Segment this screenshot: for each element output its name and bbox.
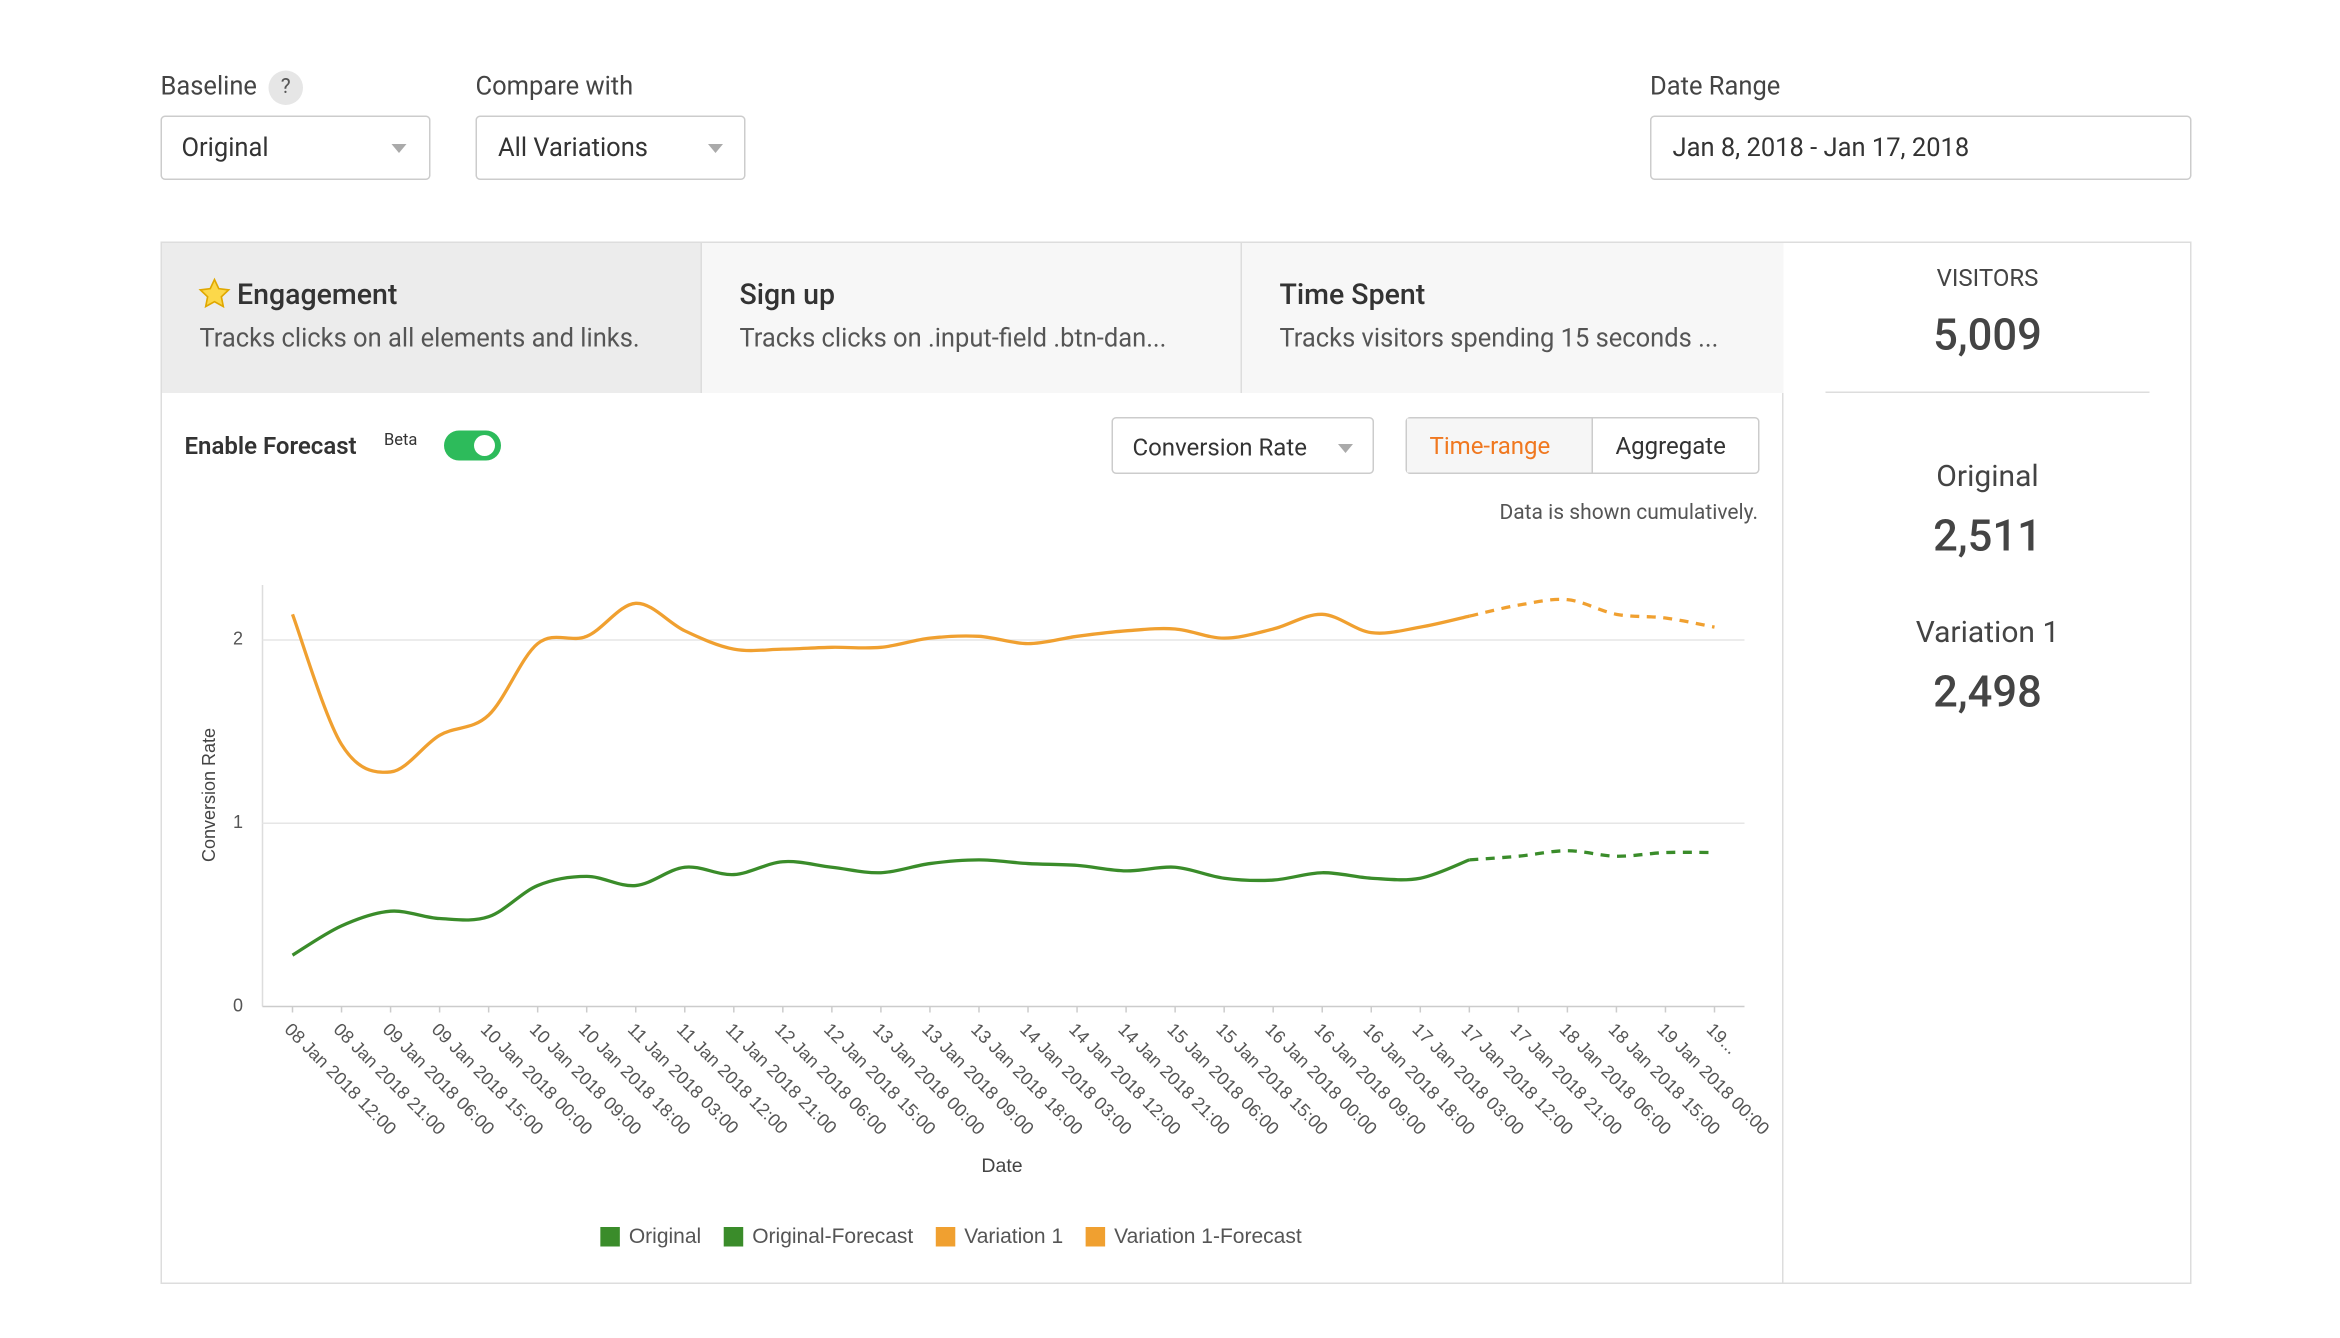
stat-label: Original — [1936, 457, 2039, 494]
tab-description: Tracks clicks on .input-field .btn-dan..… — [739, 324, 1167, 354]
x-tick-label: 19... — [1703, 1019, 1742, 1058]
tab[interactable] — [1240, 243, 1784, 393]
tab-title: Sign up — [739, 276, 836, 312]
card — [160, 241, 2192, 1284]
legend-label: Variation 1-Forecast — [1114, 1225, 1302, 1248]
y-tick-label: 0 — [233, 995, 243, 1015]
metric-select[interactable]: Conversion Rate — [1111, 417, 1374, 474]
stat-label: VISITORS — [1936, 263, 2039, 292]
beta-badge: Beta — [384, 429, 418, 450]
baseline-select[interactable]: Original — [160, 115, 431, 180]
segment[interactable] — [1407, 418, 1593, 473]
legend-swatch — [935, 1227, 956, 1247]
series-line — [290, 601, 1470, 774]
label: Baseline — [160, 72, 257, 102]
toggle[interactable] — [444, 430, 501, 461]
tab[interactable] — [162, 243, 701, 393]
select-value: Conversion Rate — [1132, 432, 1307, 462]
stat-value: 2,511 — [1933, 511, 2042, 563]
legend-swatch — [1085, 1227, 1106, 1247]
chevron — [391, 144, 407, 153]
stat-value: 2,498 — [1933, 667, 2042, 719]
series-line — [1469, 849, 1715, 862]
series-line — [1468, 597, 1715, 629]
stat-value: 5,009 — [1933, 310, 2042, 362]
chevron — [1338, 444, 1353, 453]
legend-swatch — [723, 1227, 744, 1247]
series-line — [291, 858, 1470, 957]
date-range-input[interactable]: Jan 8, 2018 - Jan 17, 2018 — [1650, 115, 2192, 180]
tab-description: Tracks clicks on all elements and links. — [199, 324, 640, 354]
tab-title: Time Spent — [1279, 276, 1426, 312]
divider — [1782, 241, 1784, 1284]
tab-description: Tracks visitors spending 15 seconds ... — [1279, 324, 1719, 354]
forecast-label: Enable Forecast — [184, 431, 357, 460]
select-value: Original — [181, 133, 269, 164]
compare-select[interactable]: All Variations — [475, 115, 746, 180]
note: Data is shown cumulatively. — [1499, 501, 1758, 525]
tab[interactable] — [700, 243, 1242, 393]
input-value: Jan 8, 2018 - Jan 17, 2018 — [1672, 133, 1970, 164]
star-icon — [198, 277, 231, 309]
segment-label: Time-range — [1429, 431, 1551, 460]
select-value: All Variations — [498, 133, 648, 164]
y-tick-label: 2 — [233, 629, 243, 649]
help-icon[interactable]: ? — [268, 70, 303, 105]
segment-label[interactable]: Aggregate — [1615, 431, 1726, 460]
label: Date Range — [1650, 72, 1781, 102]
divider — [1825, 391, 2150, 393]
legend-label: Original-Forecast — [752, 1225, 913, 1248]
x-axis-title: Date — [981, 1155, 1022, 1177]
tab-title: Engagement — [237, 276, 398, 312]
y-axis-title: Conversion Rate — [199, 728, 219, 862]
chevron — [708, 144, 723, 153]
stat-label: Variation 1 — [1915, 613, 2060, 650]
legend-swatch — [600, 1227, 620, 1247]
toggle-knob — [474, 435, 495, 456]
y-tick-label: 1 — [233, 812, 243, 832]
legend-label: Variation 1 — [964, 1225, 1063, 1248]
label: Compare with — [475, 72, 634, 102]
segmented-control: Time-range Aggregate — [1405, 417, 1760, 474]
legend-label: Original — [629, 1225, 701, 1248]
